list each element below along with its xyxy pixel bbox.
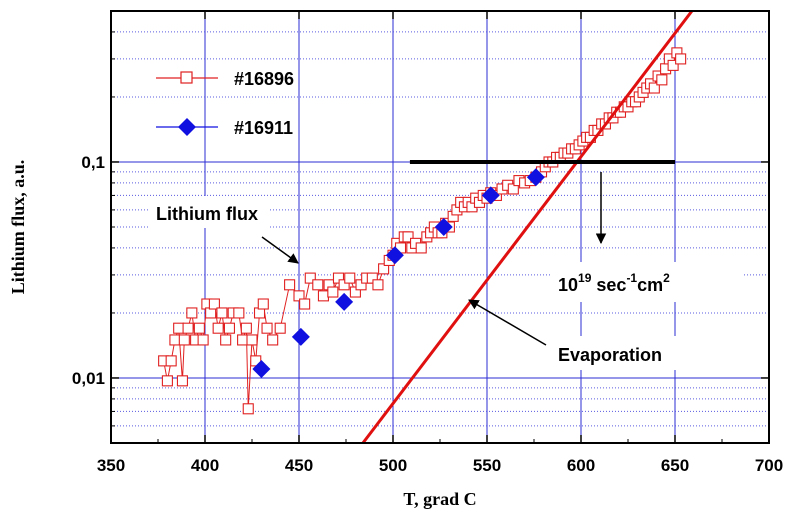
data-point-16896 xyxy=(372,279,384,291)
legend-label-16911: #16911 xyxy=(234,118,293,138)
grid-lines xyxy=(111,11,769,443)
axis-ticks: 350 400 450 500 550 600 650 700 0,01 0,1 xyxy=(72,11,783,475)
data-point-16896 xyxy=(186,307,198,319)
data-point-16911 xyxy=(335,292,354,311)
data-point-16911 xyxy=(526,168,545,187)
data-point-16896 xyxy=(257,298,269,310)
data-point-16896 xyxy=(378,263,390,275)
data-point-16896 xyxy=(312,279,324,291)
data-point-16896 xyxy=(338,279,350,291)
data-point-16896 xyxy=(242,403,254,415)
evaporation-line xyxy=(361,11,694,443)
threshold-exp3: 2 xyxy=(663,271,670,285)
legend: #16896 #16911 xyxy=(156,69,294,138)
data-series xyxy=(158,11,694,443)
data-point-16896 xyxy=(415,242,427,254)
series-Evaporation xyxy=(361,11,694,443)
x-tick-label: 350 xyxy=(97,456,125,475)
data-point-16896 xyxy=(327,286,339,298)
legend-marker-16896 xyxy=(180,71,193,84)
x-tick-label: 550 xyxy=(473,456,501,475)
lithium-flux-arrow xyxy=(261,236,299,264)
data-point-16896 xyxy=(173,322,185,334)
data-point-16896 xyxy=(344,272,356,284)
data-point-16911 xyxy=(481,186,500,205)
data-point-16896 xyxy=(193,322,205,334)
data-point-16896 xyxy=(240,322,252,334)
data-point-16896 xyxy=(161,375,173,387)
threshold-base: 10 xyxy=(558,275,578,295)
data-point-16896 xyxy=(208,298,220,310)
lithium-flux-label-box xyxy=(150,196,270,228)
data-point-16896 xyxy=(349,286,361,298)
data-point-16896 xyxy=(178,334,190,346)
data-point-16896 xyxy=(402,231,414,243)
x-tick-label: 700 xyxy=(755,456,783,475)
legend-marker-16911 xyxy=(178,118,196,136)
data-point-16911 xyxy=(385,246,404,265)
data-point-16896 xyxy=(246,334,258,346)
threshold-mid1: sec xyxy=(591,275,626,295)
threshold-exp1: 19 xyxy=(578,271,592,285)
data-point-16896 xyxy=(261,322,273,334)
data-point-16896 xyxy=(656,74,668,86)
data-point-16896 xyxy=(165,355,177,367)
legend-label-16896: #16896 xyxy=(234,69,294,89)
data-point-16896 xyxy=(317,290,329,302)
lithium-flux-label: Lithium flux xyxy=(156,204,258,224)
data-point-16896 xyxy=(299,298,311,310)
data-point-16896 xyxy=(274,322,286,334)
data-point-16896 xyxy=(223,322,235,334)
data-point-16911 xyxy=(252,360,271,379)
data-point-16911 xyxy=(291,327,310,346)
y-axis-title: Lithium flux, a.u. xyxy=(8,160,28,295)
x-tick-label: 450 xyxy=(285,456,313,475)
data-point-16896 xyxy=(507,183,519,195)
evaporation-label: Evaporation xyxy=(558,345,662,365)
data-point-16896 xyxy=(169,334,181,346)
data-point-16896 xyxy=(212,322,224,334)
data-point-16896 xyxy=(304,272,316,284)
data-point-16896 xyxy=(366,272,378,284)
data-point-16911 xyxy=(434,218,453,236)
x-tick-label: 600 xyxy=(567,456,595,475)
evaporation-label-box xyxy=(553,336,733,370)
x-tick-label: 650 xyxy=(661,456,689,475)
data-point-16896 xyxy=(332,272,345,284)
data-point-16896 xyxy=(176,375,188,387)
data-point-16896 xyxy=(237,334,249,346)
data-point-16896 xyxy=(355,279,367,291)
x-axis-title: T, grad C xyxy=(403,489,476,509)
threshold-exp2: -1 xyxy=(626,271,637,285)
data-point-16896 xyxy=(233,307,245,319)
data-point-16896 xyxy=(667,59,679,71)
threshold-label: 1019 sec-1cm2 xyxy=(558,271,670,295)
x-tick-label: 400 xyxy=(191,456,219,475)
threshold-label-box xyxy=(552,262,744,302)
data-point-16896 xyxy=(284,279,296,291)
y-tick-label: 0,1 xyxy=(81,153,105,172)
data-point-16896 xyxy=(197,334,209,346)
evaporation-arrow xyxy=(468,299,547,346)
y-tick-label: 0,01 xyxy=(72,369,105,388)
data-point-16896 xyxy=(648,82,660,94)
threshold-mid2: cm xyxy=(637,275,663,295)
data-point-16896 xyxy=(267,334,279,346)
data-point-16896 xyxy=(675,53,687,65)
data-point-16896 xyxy=(216,307,228,319)
data-point-16896 xyxy=(293,290,305,302)
x-tick-label: 500 xyxy=(379,456,407,475)
data-point-16896 xyxy=(220,334,232,346)
series-#16911 xyxy=(252,168,545,379)
data-point-16896 xyxy=(182,322,194,334)
